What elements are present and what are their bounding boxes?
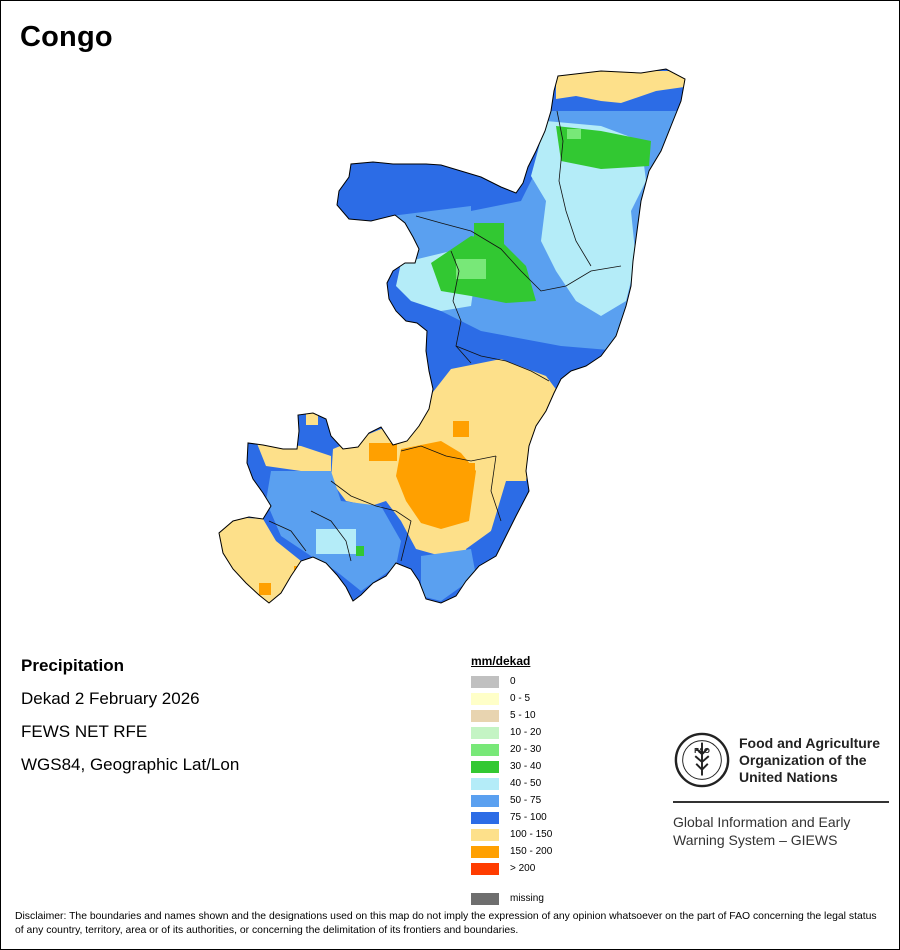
legend-swatch (471, 828, 499, 841)
rainfall-raster (219, 69, 685, 603)
legend-swatch (471, 709, 499, 722)
legend-swatch (471, 811, 499, 824)
legend-unit: mm/dekad (471, 654, 531, 668)
organization-name: Food and Agriculture Organization of the… (739, 734, 881, 785)
fao-logo-text: FAO (694, 746, 710, 755)
legend-row: > 200 (471, 860, 552, 877)
legend-row: 150 - 200 (471, 843, 552, 860)
legend-label: 0 - 5 (510, 693, 531, 704)
legend-row: 5 - 10 (471, 707, 552, 724)
legend-swatch (471, 726, 499, 739)
legend-swatch-missing (471, 892, 499, 905)
variable-heading: Precipitation (21, 656, 124, 675)
legend-label: 0 (510, 676, 516, 687)
legend-label: 150 - 200 (510, 846, 553, 857)
legend-row: 20 - 30 (471, 741, 552, 758)
disclaimer-text: Disclaimer: The boundaries and names sho… (15, 911, 877, 936)
legend-label: 20 - 30 (510, 744, 542, 755)
legend-label: 75 - 100 (510, 812, 547, 823)
legend-swatch (471, 862, 499, 875)
legend-label: > 200 (510, 863, 536, 874)
legend-label: 10 - 20 (510, 727, 542, 738)
source-text: FEWS NET RFE (21, 722, 148, 741)
legend-label-missing: missing (510, 893, 544, 904)
legend-swatch (471, 675, 499, 688)
legend-row: 100 - 150 (471, 826, 552, 843)
legend-swatch (471, 760, 499, 773)
system-name: Global Information and Early Warning Sys… (673, 814, 851, 848)
legend-label: 5 - 10 (510, 710, 536, 721)
legend-row: 30 - 40 (471, 758, 552, 775)
period-text: Dekad 2 February 2026 (21, 689, 200, 708)
congo-map-svg (218, 68, 686, 604)
legend-label: 100 - 150 (510, 829, 553, 840)
legend: mm/dekad 0 0 - 5 5 - 10 10 - 20 20 - 30 30 - … (471, 654, 552, 907)
department-boundaries (268, 110, 622, 562)
precipitation-map (1, 1, 899, 641)
legend-swatch (471, 692, 499, 705)
legend-row: 50 - 75 (471, 792, 552, 809)
legend-swatch (471, 743, 499, 756)
country-boundary (218, 68, 686, 604)
organization-divider (673, 801, 889, 803)
map-info: Precipitation Dekad 2 February 2026 FEWS… (21, 656, 239, 788)
legend-row: 10 - 20 (471, 724, 552, 741)
legend-swatch (471, 845, 499, 858)
map-title: Congo (20, 21, 113, 53)
legend-row: 0 - 5 (471, 690, 552, 707)
legend-row: 0 (471, 673, 552, 690)
fao-logo-icon: FAO (674, 732, 730, 788)
legend-classes: 0 0 - 5 5 - 10 10 - 20 20 - 30 30 - 40 40 - 50… (471, 673, 552, 877)
legend-row: 75 - 100 (471, 809, 552, 826)
legend-label: 40 - 50 (510, 778, 542, 789)
legend-swatch (471, 794, 499, 807)
legend-row: 40 - 50 (471, 775, 552, 792)
projection-text: WGS84, Geographic Lat/Lon (21, 755, 240, 774)
legend-label: 50 - 75 (510, 795, 542, 806)
legend-swatch (471, 777, 499, 790)
legend-missing: missing (471, 890, 552, 907)
legend-label: 30 - 40 (510, 761, 542, 772)
organization-block: FAO Food and Agriculture Organization of… (673, 731, 889, 849)
